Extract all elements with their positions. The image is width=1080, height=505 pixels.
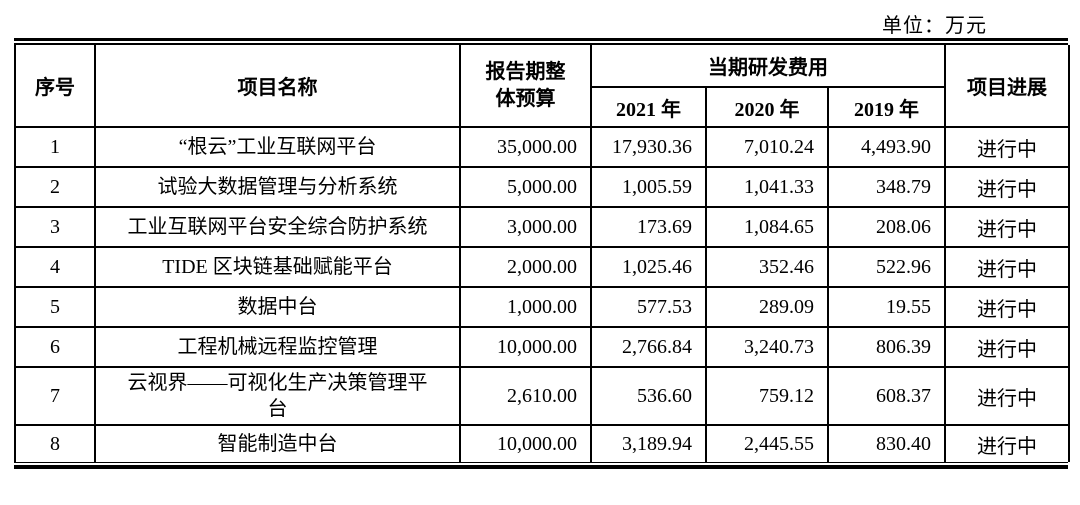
header-rd-expense-group: 当期研发费用 bbox=[589, 45, 947, 88]
cell-budget: 2,610.00 bbox=[459, 366, 592, 426]
header-year-2020: 2020 年 bbox=[705, 86, 829, 128]
cell-expense-2021: 173.69 bbox=[590, 206, 707, 248]
cell-expense-2020: 2,445.55 bbox=[705, 424, 829, 462]
cell-expense-2019: 208.06 bbox=[826, 206, 947, 248]
table-row: 8 智能制造中台 10,000.00 3,189.94 2,445.55 830… bbox=[14, 424, 1071, 462]
header-year-2019: 2019 年 bbox=[826, 86, 947, 128]
cell-expense-2021: 577.53 bbox=[590, 286, 707, 328]
header-index: 序号 bbox=[14, 45, 96, 128]
rule-line bbox=[14, 43, 1068, 45]
rd-projects-table-wrap: 序号 项目名称 报告期整体预算 当期研发费用 项目进展 2021 年 2020 … bbox=[14, 38, 1071, 469]
project-name-text: 智能制造中台 bbox=[217, 433, 338, 455]
cell-index: 4 bbox=[14, 246, 96, 288]
cell-budget: 3,000.00 bbox=[459, 206, 592, 248]
cell-progress: 进行中 bbox=[944, 326, 1071, 368]
cell-progress: 进行中 bbox=[944, 286, 1071, 328]
cell-expense-2021: 3,189.94 bbox=[590, 424, 707, 462]
cell-expense-2019: 806.39 bbox=[826, 326, 947, 368]
cell-project-name: 试验大数据管理与分析系统 bbox=[94, 166, 461, 208]
project-name-text: 试验大数据管理与分析系统 bbox=[157, 176, 398, 198]
table-row: 5 数据中台 1,000.00 577.53 289.09 19.55 进行中 bbox=[14, 286, 1071, 328]
cell-expense-2020: 7,010.24 bbox=[705, 126, 829, 168]
project-name-text: 云视界——可视化生产决策管理平台 bbox=[127, 372, 428, 420]
cell-expense-2021: 1,025.46 bbox=[590, 246, 707, 288]
cell-index: 6 bbox=[14, 326, 96, 368]
cell-expense-2020: 3,240.73 bbox=[705, 326, 829, 368]
header-project-name: 项目名称 bbox=[94, 45, 461, 128]
cell-progress: 进行中 bbox=[944, 366, 1071, 426]
header-row-1: 序号 项目名称 报告期整体预算 当期研发费用 项目进展 bbox=[14, 45, 1071, 128]
cell-project-name: “根云”工业互联网平台 bbox=[94, 126, 461, 168]
table-row: 6 工程机械远程监控管理 10,000.00 2,766.84 3,240.73… bbox=[14, 326, 1071, 368]
cell-progress: 进行中 bbox=[944, 246, 1071, 288]
bottom-double-rule bbox=[14, 462, 1068, 469]
cell-project-name: 云视界——可视化生产决策管理平台 bbox=[94, 366, 461, 426]
cell-index: 1 bbox=[14, 126, 96, 168]
cell-expense-2019: 348.79 bbox=[826, 166, 947, 208]
table-row: 4 TIDE 区块链基础赋能平台 2,000.00 1,025.46 352.4… bbox=[14, 246, 1071, 288]
cell-expense-2020: 1,084.65 bbox=[705, 206, 829, 248]
cell-expense-2021: 2,766.84 bbox=[590, 326, 707, 368]
cell-budget: 10,000.00 bbox=[459, 424, 592, 462]
cell-budget: 1,000.00 bbox=[459, 286, 592, 328]
cell-index: 2 bbox=[14, 166, 96, 208]
cell-progress: 进行中 bbox=[944, 206, 1071, 248]
cell-project-name: 数据中台 bbox=[94, 286, 461, 328]
cell-expense-2020: 1,041.33 bbox=[705, 166, 829, 208]
project-name-text: 工业互联网平台安全综合防护系统 bbox=[127, 216, 428, 238]
cell-index: 8 bbox=[14, 424, 96, 462]
header-year-2021: 2021 年 bbox=[590, 86, 707, 128]
cell-expense-2020: 759.12 bbox=[705, 366, 829, 426]
cell-project-name: 智能制造中台 bbox=[94, 424, 461, 462]
header-budget-text: 报告期整体预算 bbox=[485, 60, 566, 110]
cell-budget: 2,000.00 bbox=[459, 246, 592, 288]
cell-progress: 进行中 bbox=[944, 126, 1071, 168]
header-progress: 项目进展 bbox=[944, 45, 1071, 128]
cell-expense-2019: 522.96 bbox=[826, 246, 947, 288]
cell-expense-2020: 289.09 bbox=[705, 286, 829, 328]
cell-expense-2019: 19.55 bbox=[826, 286, 947, 328]
project-name-text: “根云”工业互联网平台 bbox=[178, 136, 377, 158]
table-row: 7 云视界——可视化生产决策管理平台 2,610.00 536.60 759.1… bbox=[14, 366, 1071, 426]
project-name-text: 数据中台 bbox=[237, 296, 318, 318]
cell-project-name: 工业互联网平台安全综合防护系统 bbox=[94, 206, 461, 248]
cell-expense-2019: 830.40 bbox=[826, 424, 947, 462]
table-row: 1 “根云”工业互联网平台 35,000.00 17,930.36 7,010.… bbox=[14, 126, 1071, 168]
cell-budget: 5,000.00 bbox=[459, 166, 592, 208]
table-row: 2 试验大数据管理与分析系统 5,000.00 1,005.59 1,041.3… bbox=[14, 166, 1071, 208]
cell-expense-2021: 536.60 bbox=[590, 366, 707, 426]
header-row-2: 2021 年 2020 年 2019 年 bbox=[15, 86, 1069, 128]
cell-index: 5 bbox=[14, 286, 96, 328]
rule-line bbox=[14, 38, 1068, 41]
unit-label: 单位：万元 bbox=[882, 15, 987, 37]
top-double-rule bbox=[14, 38, 1068, 45]
cell-expense-2019: 608.37 bbox=[826, 366, 947, 426]
rule-line bbox=[14, 462, 1068, 463]
header-budget: 报告期整体预算 bbox=[459, 45, 592, 128]
project-name-text: TIDE 区块链基础赋能平台 bbox=[162, 256, 393, 278]
cell-project-name: TIDE 区块链基础赋能平台 bbox=[94, 246, 461, 288]
cell-expense-2021: 17,930.36 bbox=[590, 126, 707, 168]
cell-budget: 10,000.00 bbox=[459, 326, 592, 368]
cell-index: 7 bbox=[14, 366, 96, 426]
cell-progress: 进行中 bbox=[944, 166, 1071, 208]
table-row: 3 工业互联网平台安全综合防护系统 3,000.00 173.69 1,084.… bbox=[14, 206, 1071, 248]
project-name-text: 工程机械远程监控管理 bbox=[177, 336, 378, 358]
cell-progress: 进行中 bbox=[944, 424, 1071, 462]
cell-expense-2019: 4,493.90 bbox=[826, 126, 947, 168]
cell-expense-2021: 1,005.59 bbox=[590, 166, 707, 208]
rd-projects-table: 序号 项目名称 报告期整体预算 当期研发费用 项目进展 2021 年 2020 … bbox=[14, 45, 1071, 462]
cell-expense-2020: 352.46 bbox=[705, 246, 829, 288]
cell-index: 3 bbox=[14, 206, 96, 248]
rule-line bbox=[14, 465, 1068, 469]
cell-project-name: 工程机械远程监控管理 bbox=[94, 326, 461, 368]
cell-budget: 35,000.00 bbox=[459, 126, 592, 168]
